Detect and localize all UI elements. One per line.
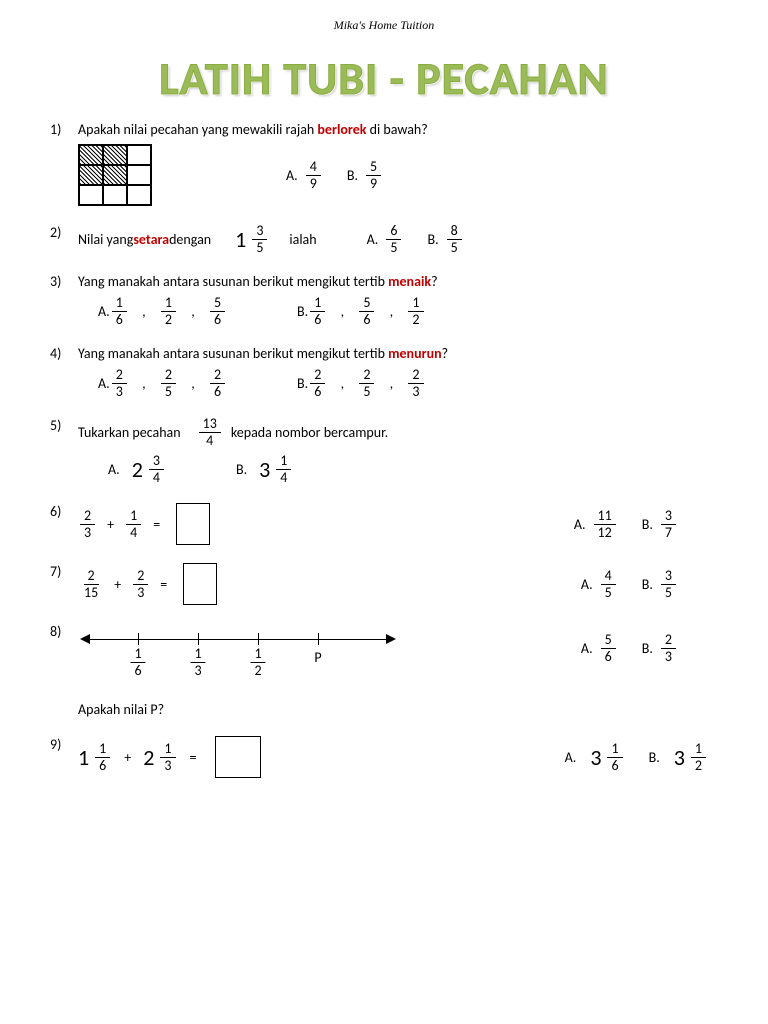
q9-opt-a-label: A. [565, 749, 577, 766]
question-2: 2) Nilai yang setara dengan 135 ialah A.… [50, 224, 718, 255]
q1-text: Apakah nilai pecahan yang mewakili rajah… [78, 121, 718, 138]
question-9: 9) 116 + 213 = A. 316 B. 312 [50, 736, 718, 778]
question-8: 8) 16 13 12 P A. 56 [50, 623, 718, 718]
question-7: 7) 215 + 23 = A. 45 B. 35 [50, 563, 718, 605]
q2-opt-a-label: A. [367, 231, 379, 248]
q4-opt-a-label: A. [98, 375, 110, 392]
q5-opt-b-label: B. [236, 461, 247, 478]
page-header: Mika's Home Tuition [50, 18, 718, 33]
q6-answer-box [176, 503, 210, 545]
q9-num: 9) [50, 736, 78, 753]
number-line: 16 13 12 P [88, 629, 388, 669]
q8-opt-b-label: B. [642, 640, 653, 657]
q9-opt-b-label: B. [649, 749, 660, 766]
q5-frac: 134 [199, 417, 221, 448]
q7-opt-a: 45 [601, 569, 616, 600]
q4-opt-b-label: B. [297, 375, 308, 392]
q2-opt-b-label: B. [427, 231, 438, 248]
q1-num: 1) [50, 121, 78, 138]
q5-opt-a: 234 [132, 454, 166, 485]
q6-num: 6) [50, 503, 78, 520]
q3-text: Yang manakah antara susunan berikut meng… [78, 273, 718, 290]
question-3: 3) Yang manakah antara susunan berikut m… [50, 273, 718, 327]
q8-opt-a-label: A. [581, 640, 593, 657]
q6-opt-a-label: A. [574, 516, 586, 533]
page-title: LATIH TUBI - PECAHAN [50, 51, 718, 107]
q9-opt-b: 312 [674, 742, 708, 773]
q1-opt-b-label: B. [347, 167, 358, 184]
q4-text: Yang manakah antara susunan berikut meng… [78, 345, 718, 362]
shaded-grid [78, 144, 152, 206]
q9-opt-a: 316 [590, 742, 624, 773]
q1-opt-a-label: A. [286, 167, 298, 184]
q5-opt-a-label: A. [108, 461, 120, 478]
q1-opt-b: 59 [366, 160, 381, 191]
q7-num: 7) [50, 563, 78, 580]
question-1: 1) Apakah nilai pecahan yang mewakili ra… [50, 121, 718, 206]
q2-opt-a: 65 [386, 224, 401, 255]
q2-num: 2) [50, 224, 78, 241]
q8-opt-a: 56 [601, 633, 616, 664]
q1-opt-a: 49 [306, 160, 321, 191]
q7-opt-b: 35 [661, 569, 676, 600]
q8-question-text: Apakah nilai P? [78, 701, 718, 718]
q7-opt-a-label: A. [581, 576, 593, 593]
q8-num: 8) [50, 623, 78, 640]
q6-opt-b: 37 [661, 509, 676, 540]
q3-num: 3) [50, 273, 78, 290]
q2-mixed: 135 [235, 224, 269, 255]
q5-opt-b: 314 [259, 454, 293, 485]
question-6: 6) 23 + 14 = A. 1112 B. 37 [50, 503, 718, 545]
q9-answer-box [215, 736, 261, 778]
q6-opt-b-label: B. [642, 516, 653, 533]
q7-opt-b-label: B. [642, 576, 653, 593]
q3-opt-b-label: B. [297, 303, 308, 320]
q5-num: 5) [50, 417, 78, 434]
question-4: 4) Yang manakah antara susunan berikut m… [50, 345, 718, 399]
q8-opt-b: 23 [661, 633, 676, 664]
question-5: 5) Tukarkan pecahan 134 kepada nombor be… [50, 417, 718, 485]
q4-num: 4) [50, 345, 78, 362]
q3-opt-a-label: A. [98, 303, 110, 320]
q7-answer-box [183, 563, 217, 605]
q2-opt-b: 85 [447, 224, 462, 255]
q6-opt-a: 1112 [594, 509, 616, 540]
